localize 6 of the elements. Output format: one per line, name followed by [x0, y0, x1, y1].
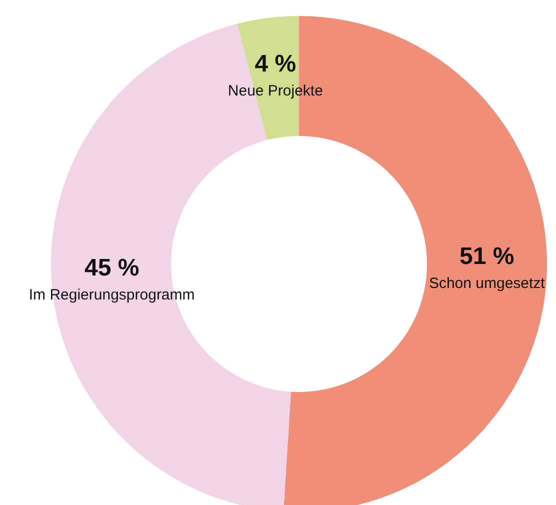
data-label: 51 % [460, 242, 514, 270]
slice-label: Schon umgesetzt [428, 274, 546, 292]
slice-label: Neue Projekte [228, 82, 323, 100]
data-label: 4 % [254, 50, 296, 78]
data-label: 45 % [84, 254, 140, 282]
slice-label: Im Regierungsprogramm [28, 286, 195, 304]
